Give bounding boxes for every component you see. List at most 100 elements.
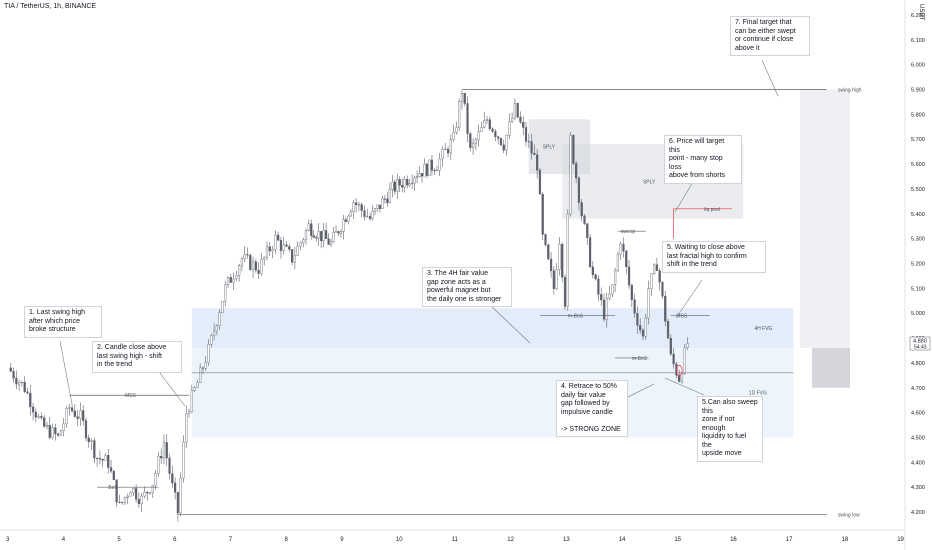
candle-body: [371, 211, 374, 219]
candle-body: [406, 179, 409, 186]
candle-body: [160, 456, 163, 459]
candle-body: [616, 253, 620, 271]
candle-body: [282, 244, 285, 251]
time-tick-label: 12: [507, 537, 514, 543]
candle-body: [204, 362, 207, 369]
time-tick-label: 17: [786, 537, 793, 543]
candle-body: [466, 103, 469, 134]
zone-label: SPLY: [643, 179, 656, 185]
candle-body: [57, 433, 60, 436]
price-tick-label: 4.500: [911, 435, 925, 441]
candle-body: [575, 163, 578, 179]
time-tick-label: 5: [117, 537, 121, 543]
level-label: liq pool: [704, 207, 720, 213]
level-label: sweep: [621, 229, 636, 235]
currency-label: USDT: [918, 4, 924, 21]
candle-body: [376, 204, 379, 209]
candle-body: [43, 417, 46, 427]
level-label: m-BoS: [632, 356, 648, 362]
candle-body: [561, 243, 564, 278]
candle-body: [524, 127, 528, 142]
candle-body: [154, 472, 157, 486]
price-tick-label: 6.000: [911, 63, 925, 69]
candle-body: [26, 391, 29, 394]
time-tick-label: 7: [229, 537, 233, 543]
candle-body: [438, 158, 441, 171]
candle-body: [594, 274, 597, 280]
candle-body: [555, 269, 558, 289]
candle-body: [368, 216, 372, 219]
candle-body: [112, 470, 115, 480]
candle-body: [558, 243, 561, 270]
time-tick-label: 14: [619, 537, 626, 543]
candle-body: [403, 179, 406, 188]
candle-body: [644, 317, 647, 337]
candle-body: [538, 169, 542, 195]
candle-body: [299, 242, 302, 247]
candle-body: [285, 244, 288, 247]
candle-body: [408, 183, 411, 186]
candle-body: [413, 177, 416, 184]
candle-body: [215, 325, 218, 332]
candle-body: [121, 501, 124, 503]
candle-body: [232, 278, 235, 283]
candle-body: [569, 135, 572, 215]
candle-body: [619, 243, 622, 255]
candle-body: [625, 250, 628, 268]
note-pointer: [489, 304, 531, 344]
candle-body: [641, 329, 645, 337]
candle-body: [118, 501, 121, 503]
candle-body: [430, 159, 434, 171]
candle-body: [279, 240, 283, 251]
time-tick-label: 18: [842, 537, 849, 543]
candle-body: [12, 371, 15, 379]
level-label: MSS: [676, 314, 688, 320]
price-tick-label: 4.700: [911, 386, 925, 392]
countdown-label: 54:43: [914, 345, 927, 351]
candle-body: [235, 275, 238, 280]
price-tick-label: 5.900: [911, 87, 925, 93]
candle-body: [513, 103, 516, 119]
time-tick-label: 19: [897, 537, 904, 543]
candle-body: [630, 284, 633, 300]
candle-body: [527, 141, 530, 143]
zone-label: SPLY: [543, 145, 556, 151]
candle-body: [549, 258, 553, 271]
candle-body: [411, 182, 414, 184]
note-waiting-close: 5. Waiting to close above last fractal h…: [662, 241, 766, 273]
candle-body: [268, 246, 271, 252]
candle-body: [260, 258, 263, 274]
candle-body: [296, 245, 299, 256]
price-tick-label: 6.200: [911, 13, 925, 19]
candle-body: [519, 116, 522, 123]
candle-body: [325, 230, 328, 239]
candle-body: [293, 255, 296, 263]
candle-body: [29, 392, 32, 408]
zone-rect: [528, 119, 591, 174]
candle-body: [386, 198, 389, 203]
candle-body: [401, 185, 404, 188]
candle-body: [143, 491, 146, 497]
candle-body: [226, 277, 230, 285]
candle-body: [334, 231, 338, 233]
price-tick-label: 5.700: [911, 137, 925, 143]
candle-body: [522, 122, 525, 128]
price-tick-label: 5.000: [911, 311, 925, 317]
time-tick-label: 10: [396, 537, 403, 543]
candle-body: [686, 343, 689, 348]
candle-body: [452, 132, 455, 140]
candle-body: [485, 119, 489, 121]
time-tick-label: 13: [563, 537, 570, 543]
time-tick-label: 8: [285, 537, 289, 543]
price-tick-label: 4.600: [911, 411, 925, 417]
candle-body: [602, 299, 606, 320]
candle-body: [566, 213, 569, 307]
candle-body: [502, 144, 505, 151]
candle-body: [140, 495, 143, 505]
candle-body: [221, 301, 224, 313]
candle-body: [678, 374, 681, 382]
candle-body: [40, 416, 43, 419]
candle-body: [107, 454, 110, 468]
candle-body: [544, 234, 547, 246]
candle-body: [433, 170, 436, 172]
